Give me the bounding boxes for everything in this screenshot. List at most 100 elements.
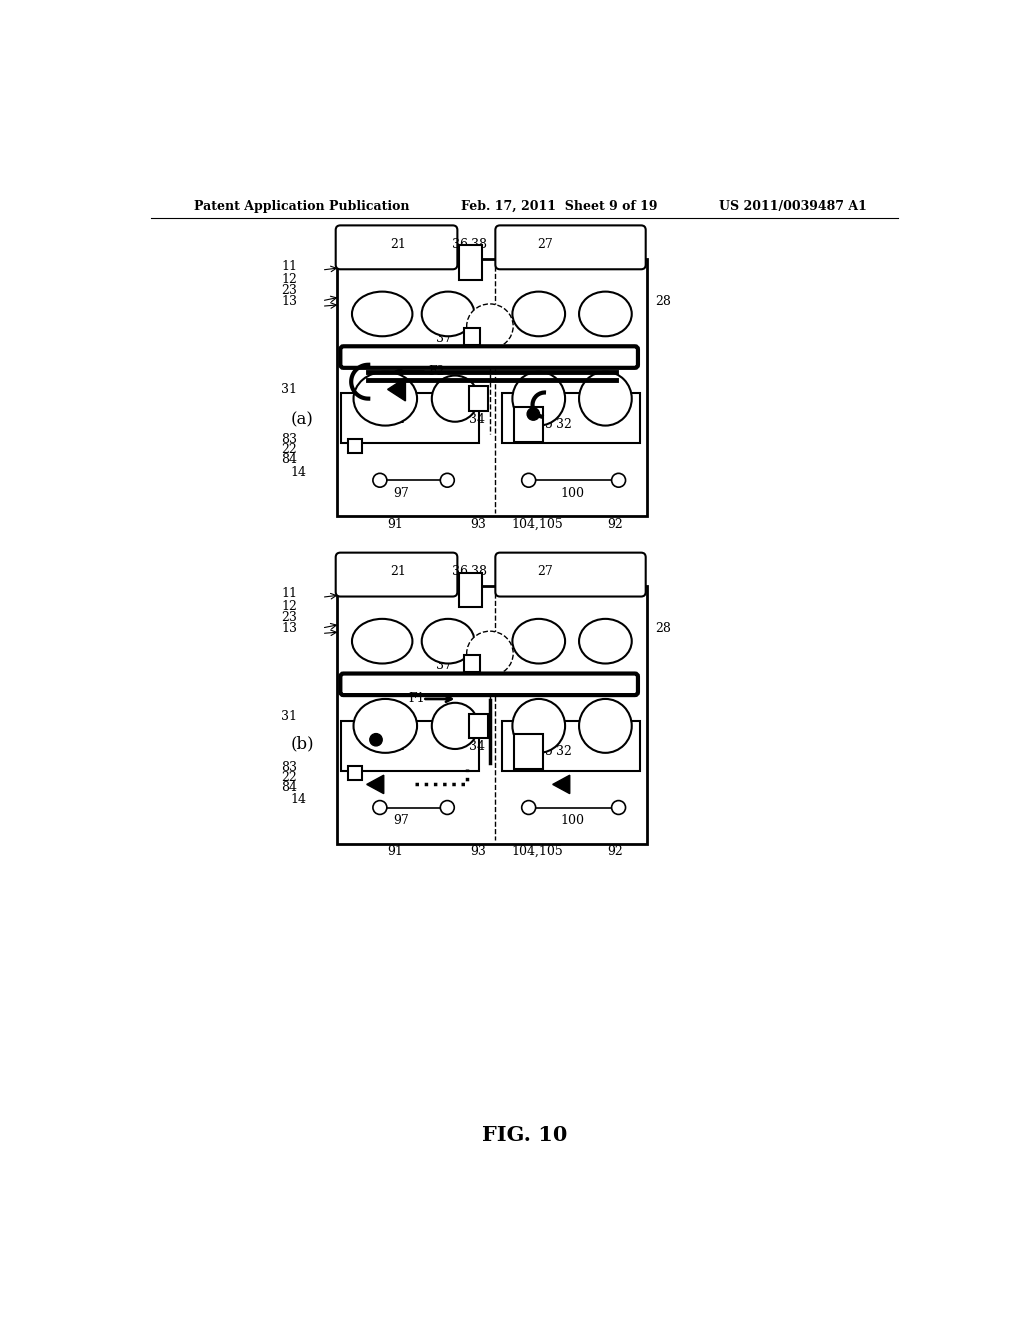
Ellipse shape [579,700,632,752]
Polygon shape [367,775,384,793]
Text: 97: 97 [393,814,409,828]
FancyBboxPatch shape [340,346,638,368]
Text: 23: 23 [281,611,297,624]
Text: 39: 39 [372,413,387,425]
FancyBboxPatch shape [336,226,458,269]
Circle shape [611,474,626,487]
FancyBboxPatch shape [336,553,458,597]
Text: 12: 12 [281,273,297,286]
Text: 28: 28 [655,294,671,308]
FancyBboxPatch shape [496,226,646,269]
Ellipse shape [352,619,413,664]
Text: 104,105: 104,105 [511,845,563,858]
Bar [514,407,544,442]
Ellipse shape [352,292,413,337]
Circle shape [611,800,626,814]
Text: 84: 84 [281,780,297,793]
Text: 11: 11 [281,260,297,273]
Text: 83: 83 [281,433,297,446]
Ellipse shape [512,372,565,425]
Text: 91: 91 [387,517,403,531]
Text: 27: 27 [537,565,553,578]
Bar [469,714,487,738]
Text: 84: 84 [281,453,297,466]
Text: 33: 33 [471,638,487,651]
Circle shape [370,734,382,746]
Text: 22: 22 [282,444,297,457]
Bar [348,438,362,453]
Text: (a): (a) [291,412,313,429]
Circle shape [373,800,387,814]
Text: 36: 36 [452,238,468,251]
Ellipse shape [467,304,513,348]
Bar [341,393,479,444]
Text: 32: 32 [389,413,406,425]
Bar [469,387,487,411]
Text: 32: 32 [475,350,492,363]
Text: 39: 39 [372,739,387,752]
Text: 36: 36 [452,565,468,578]
Ellipse shape [422,292,474,337]
Text: 32: 32 [389,739,406,752]
Text: 92: 92 [607,517,623,531]
Text: (b): (b) [291,735,314,752]
Text: 37: 37 [436,331,453,345]
Text: 35: 35 [538,418,553,430]
Text: 93: 93 [470,845,486,858]
Text: 12: 12 [281,601,297,614]
Bar [341,721,479,771]
Text: 38: 38 [471,565,487,578]
Text: 32: 32 [556,746,571,758]
Bar [348,766,362,780]
Circle shape [521,474,536,487]
Text: 33: 33 [471,310,487,323]
Text: 32: 32 [538,350,553,363]
Circle shape [440,474,455,487]
FancyBboxPatch shape [496,553,646,597]
Text: FIG. 10: FIG. 10 [482,1125,567,1144]
Text: 37: 37 [436,659,453,672]
Bar [459,573,482,607]
Polygon shape [388,378,406,401]
Text: 23: 23 [281,284,297,297]
Circle shape [521,800,536,814]
Text: 31: 31 [281,710,297,723]
Text: 91: 91 [387,845,403,858]
FancyBboxPatch shape [340,673,638,696]
Text: 14: 14 [290,466,306,479]
Ellipse shape [579,292,632,337]
Ellipse shape [353,372,417,425]
Circle shape [373,474,387,487]
Text: 27: 27 [537,238,553,251]
Bar [464,655,480,672]
Text: 83: 83 [281,760,297,774]
Text: 32: 32 [556,418,571,430]
Text: 104,105: 104,105 [511,517,563,531]
Text: 26: 26 [514,677,529,690]
Text: F1: F1 [409,693,425,705]
Text: F2: F2 [429,366,445,379]
Text: 34: 34 [469,739,485,752]
Text: 22: 22 [282,771,297,784]
Bar [337,259,647,516]
Text: 32: 32 [538,677,553,690]
Polygon shape [553,775,569,793]
Ellipse shape [422,619,474,664]
Text: 97: 97 [393,487,409,500]
Text: 13: 13 [281,294,297,308]
Ellipse shape [579,372,632,425]
Text: 29: 29 [359,318,375,331]
Text: 38: 38 [471,238,487,251]
Text: 31: 31 [281,383,297,396]
Bar [514,734,544,770]
Bar [337,586,647,843]
Text: 100: 100 [560,487,585,500]
Circle shape [527,408,540,420]
Text: 92: 92 [607,845,623,858]
Text: US 2011/0039487 A1: US 2011/0039487 A1 [719,199,866,213]
Text: 34: 34 [469,413,485,425]
Text: 26: 26 [514,350,529,363]
Ellipse shape [512,700,565,752]
Text: 35: 35 [538,746,553,758]
Bar [464,327,480,345]
